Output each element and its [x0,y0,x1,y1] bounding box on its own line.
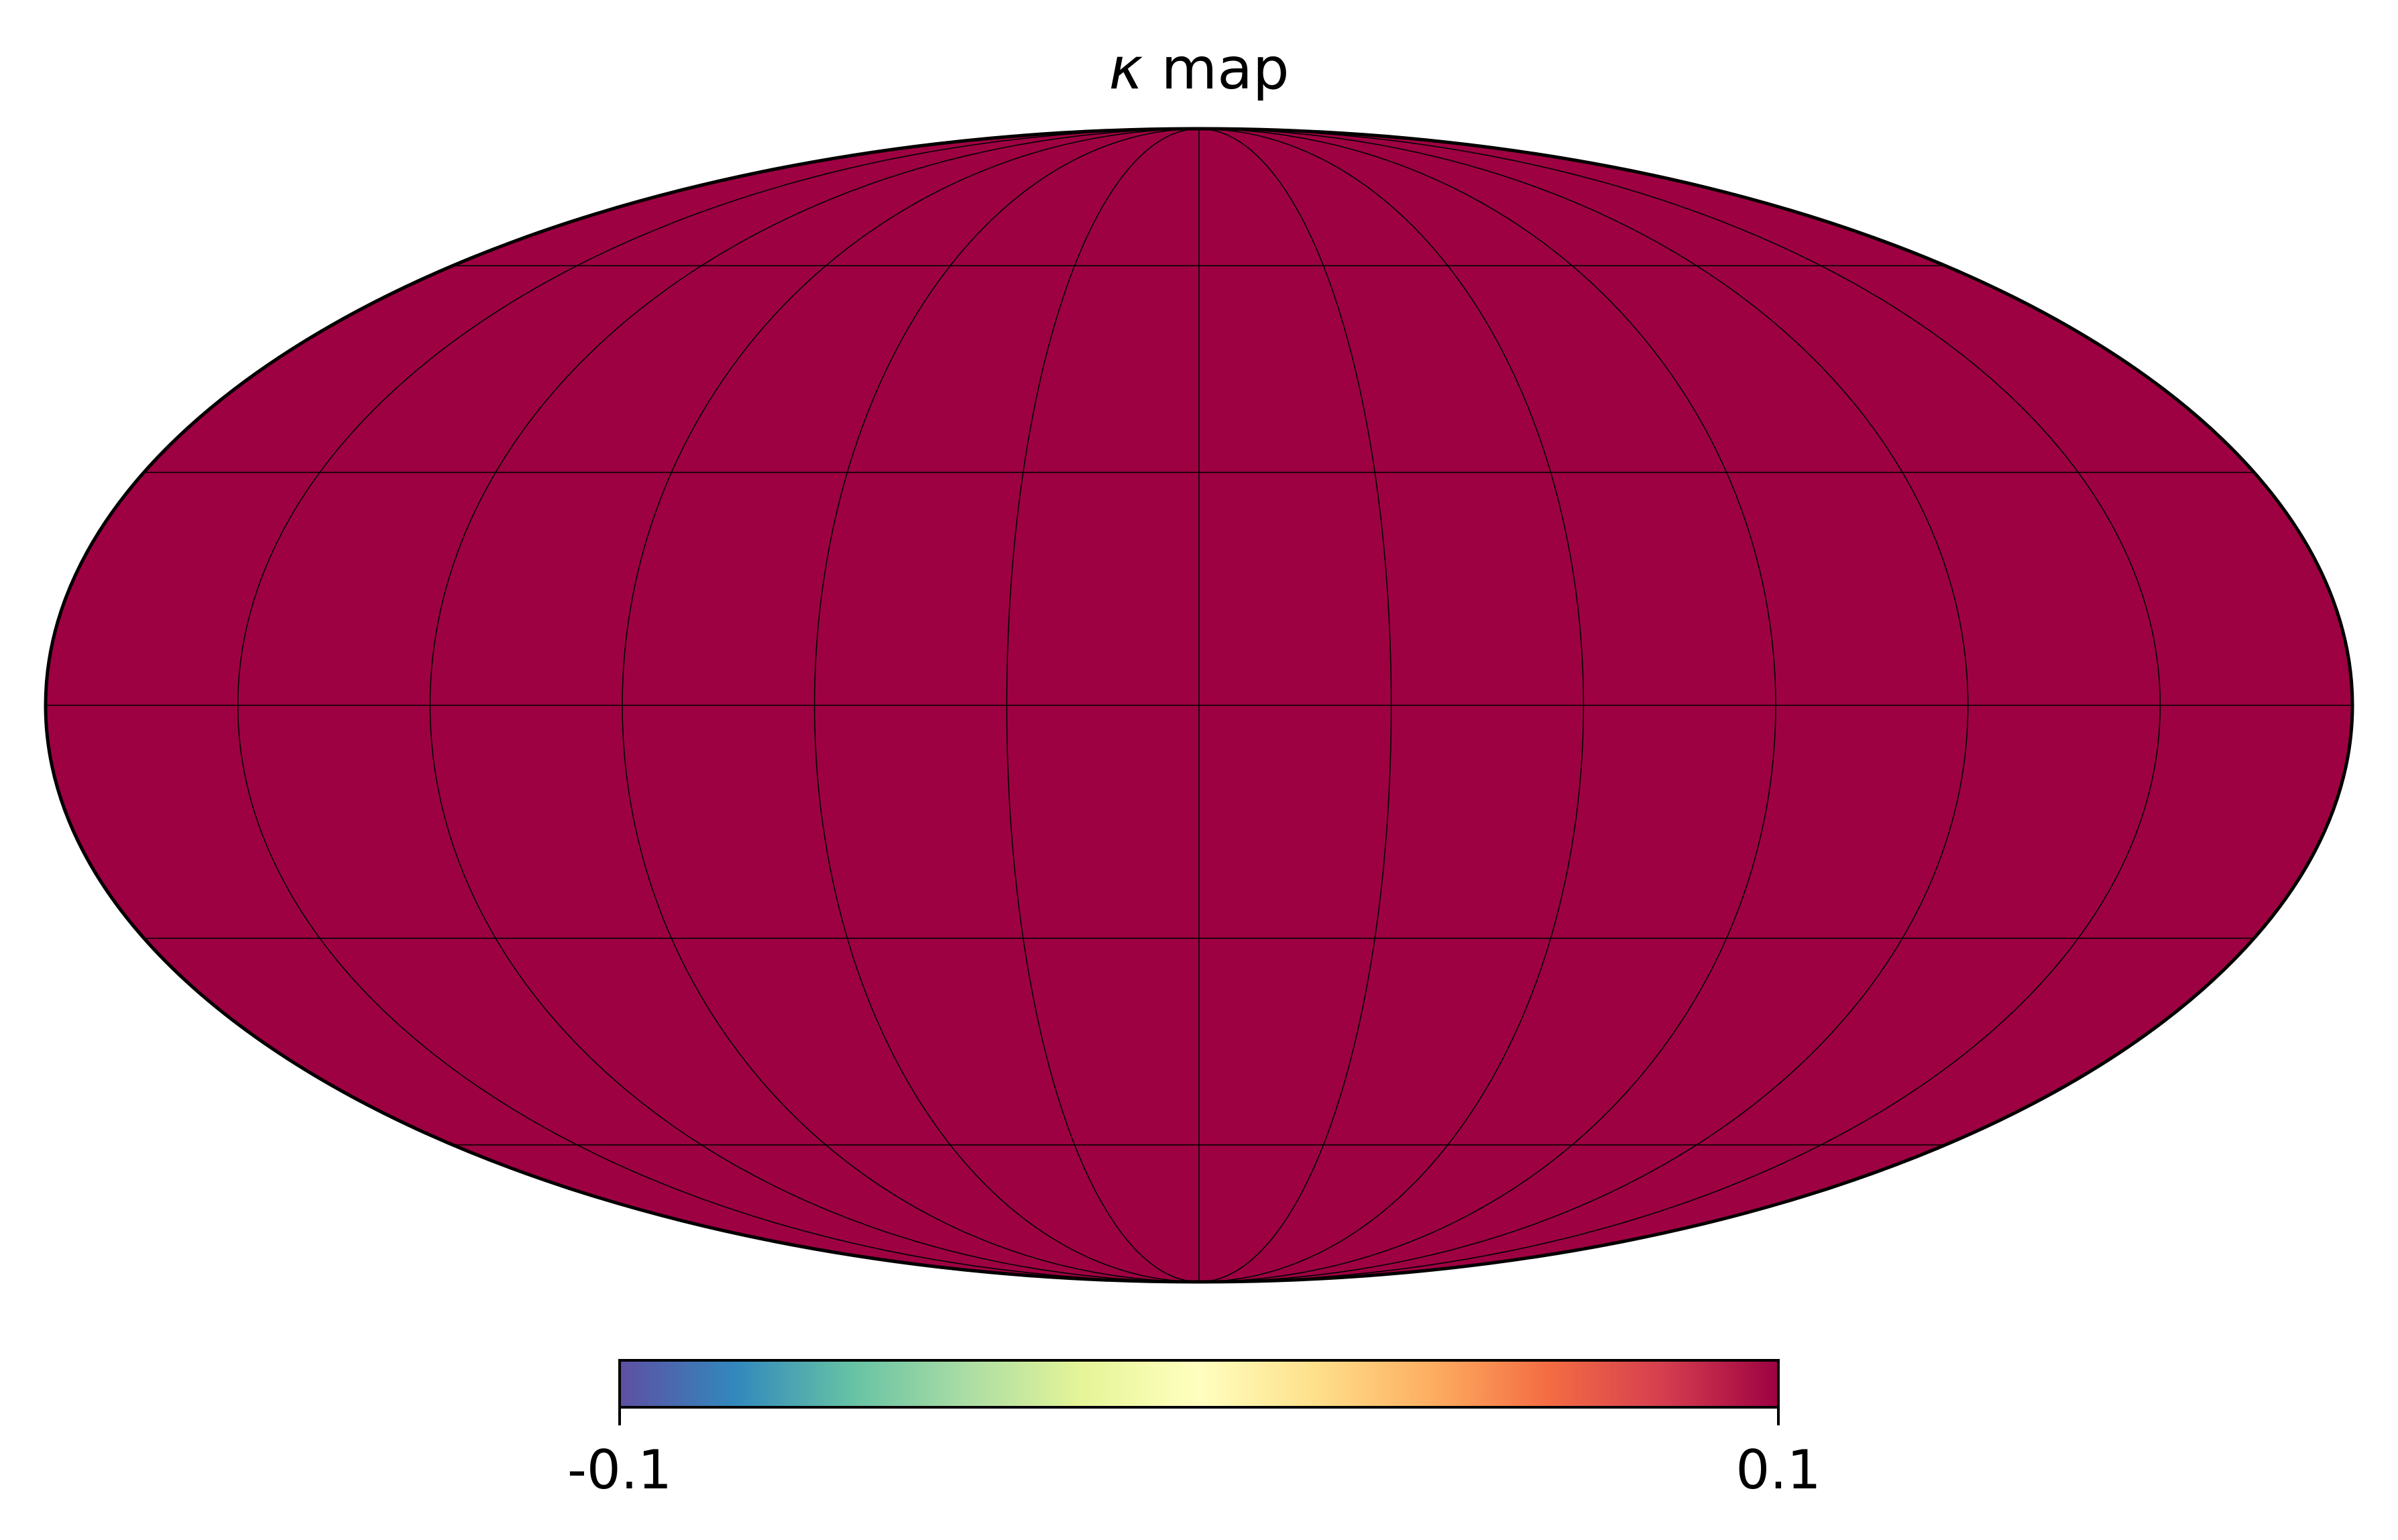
colorbar-max-label: 0.1 [1735,1439,1821,1501]
map-outline [44,127,2354,1284]
map-title: κ map [1108,36,1289,103]
colorbar: -0.1 0.1 [567,1359,1821,1501]
map-title-symbol: κ [1108,36,1143,103]
colorbar-gradient [618,1359,1780,1409]
graticule-lines [46,129,2352,1282]
map-title-rest: map [1143,36,1289,103]
mollweide-map [44,127,2354,1284]
colorbar-min-label: -0.1 [567,1439,672,1501]
